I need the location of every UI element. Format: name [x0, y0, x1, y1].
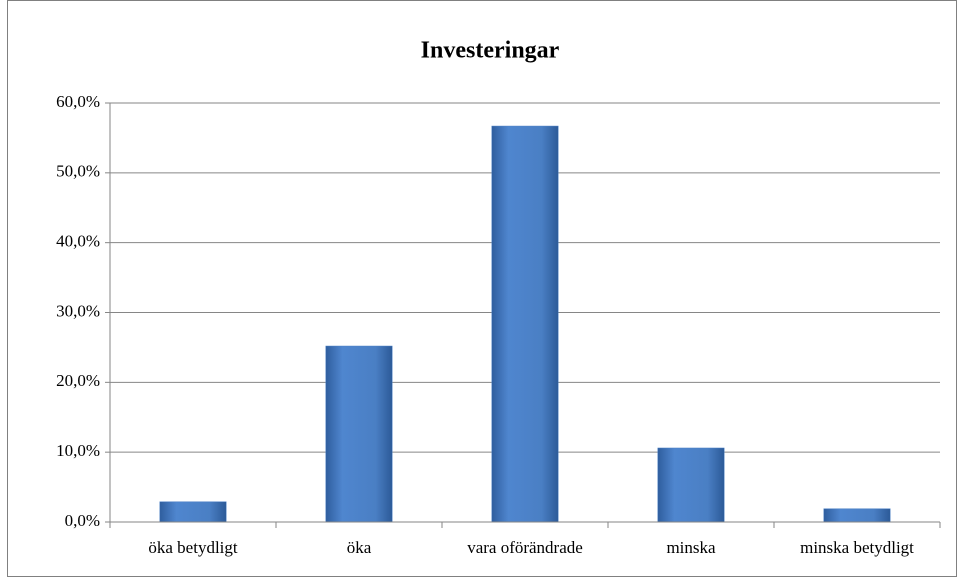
bar — [159, 501, 227, 523]
x-tick-label: vara oförändrade — [467, 538, 583, 557]
y-tick-label: 50,0% — [56, 162, 100, 181]
y-tick-label: 40,0% — [56, 232, 100, 251]
bar — [657, 447, 725, 523]
x-tick-label: öka — [347, 538, 372, 557]
x-tick-label: minska — [666, 538, 716, 557]
bar — [325, 345, 393, 523]
y-tick-label: 20,0% — [56, 371, 100, 390]
chart-border — [7, 0, 957, 577]
y-tick-label: 30,0% — [56, 301, 100, 320]
bar — [823, 508, 891, 523]
x-tick-label: minska betydligt — [800, 538, 914, 557]
chart-title: Investeringar — [421, 38, 560, 64]
y-tick-label: 60,0% — [56, 92, 100, 111]
y-tick-label: 10,0% — [56, 441, 100, 460]
bar — [491, 125, 559, 523]
y-tick-label: 0,0% — [65, 511, 100, 530]
x-tick-label: öka betydligt — [148, 538, 238, 557]
